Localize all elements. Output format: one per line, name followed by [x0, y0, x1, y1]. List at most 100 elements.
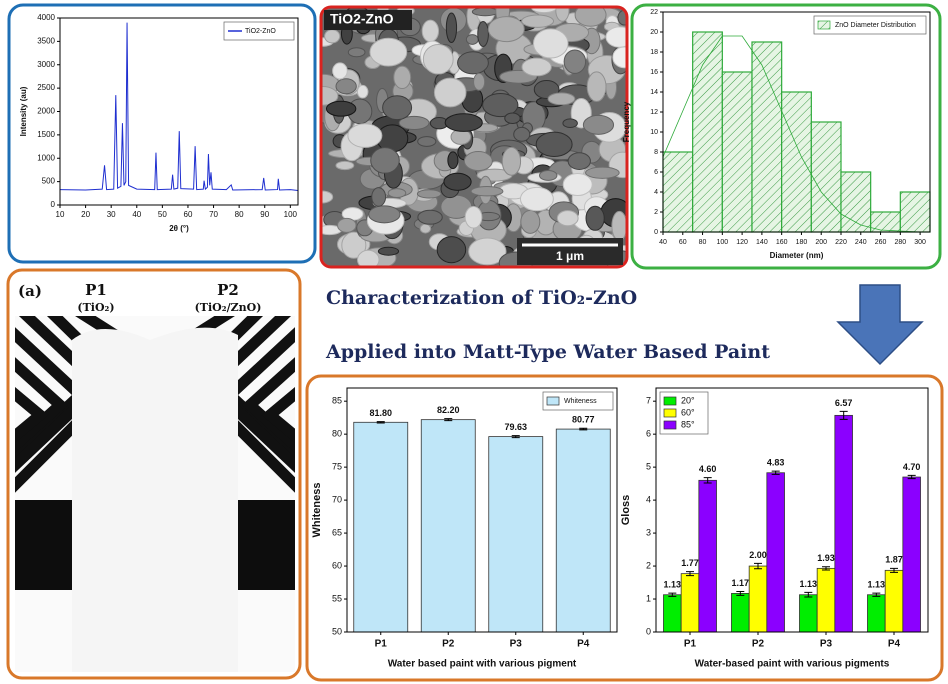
grain [586, 71, 607, 102]
scale-bar-label: 1 μm [556, 249, 584, 263]
legend-box [542, 391, 614, 411]
histogram-bar [781, 91, 812, 233]
grain [393, 65, 412, 90]
chevron [261, 387, 295, 443]
x-axis-label: 2θ (°) [169, 224, 189, 233]
x-axis-label: Diameter (nm) [770, 251, 824, 260]
sem-frame [319, 5, 629, 269]
grain [556, 210, 579, 227]
y-tick-label: 0 [51, 200, 56, 209]
y-tick-label: 6 [646, 429, 651, 439]
error-bar [839, 410, 848, 420]
grain [555, 8, 570, 22]
error-bar [579, 427, 588, 431]
grain [519, 186, 554, 212]
error-bar [907, 474, 916, 480]
histogram-bar [840, 171, 872, 233]
y-tick-label: 2000 [37, 107, 55, 116]
grain [468, 237, 507, 266]
x-tick-label: 60 [679, 239, 687, 246]
fit-curve [662, 35, 921, 233]
grain [419, 223, 432, 234]
grain [482, 92, 519, 118]
x-tick-label: 300 [914, 239, 926, 246]
grain [520, 209, 541, 234]
grain [387, 188, 407, 199]
histogram-bar [899, 191, 931, 233]
y-tick-label: 1 [646, 593, 651, 603]
y-tick-label: 85 [332, 396, 342, 406]
bar [834, 414, 853, 633]
grain [562, 118, 578, 129]
y-tick-label: 16 [650, 69, 658, 76]
bar [680, 573, 700, 633]
grain [521, 14, 555, 28]
x-tick-label: 240 [855, 239, 867, 246]
grain [465, 34, 479, 45]
grain [532, 28, 569, 59]
bar [488, 436, 544, 633]
grain [356, 84, 369, 99]
y-tick-label: 3500 [37, 36, 55, 45]
bar [766, 472, 785, 633]
bar [420, 419, 476, 633]
histogram-bar [721, 71, 753, 233]
y-tick-label: 55 [332, 593, 342, 603]
legend-swatch [663, 408, 677, 418]
grain [371, 187, 387, 207]
grain [445, 12, 458, 44]
y-tick-label: 22 [650, 9, 658, 16]
error-bar [703, 477, 712, 484]
error-bar [804, 591, 813, 598]
y-tick-label: 2500 [37, 83, 55, 92]
plot-frame [59, 17, 299, 206]
y-tick-label: 500 [42, 177, 56, 186]
y-tick-label: 4 [646, 494, 651, 504]
x-tick-label: 260 [875, 239, 887, 246]
grain [370, 147, 400, 174]
grain [433, 77, 467, 108]
x-tick-label: P3 [820, 639, 833, 650]
value-label: 1.13 [868, 579, 886, 589]
y-tick-label: 14 [650, 89, 658, 96]
y-tick-label: 5 [646, 462, 651, 472]
grain [356, 249, 380, 266]
y-tick-label: 7 [646, 396, 651, 406]
y-tick-label: 6 [654, 169, 658, 176]
value-label: 1.13 [800, 579, 818, 589]
error-bar [376, 421, 385, 424]
sample-name: P1 [85, 281, 107, 299]
grain [513, 126, 531, 142]
bar [816, 567, 836, 633]
bar [748, 565, 768, 633]
x-tick-label: 70 [209, 210, 218, 219]
grain [324, 29, 341, 44]
y-tick-label: 18 [650, 49, 658, 56]
y-axis-label: Frequency [622, 101, 631, 142]
y-tick-label: 20 [650, 29, 658, 36]
error-bar [872, 592, 881, 597]
x-tick-label: 220 [835, 239, 847, 246]
grain [464, 206, 483, 229]
error-bar [890, 567, 898, 573]
y-tick-label: 60 [332, 560, 342, 570]
value-label: 79.63 [504, 422, 527, 432]
plot-frame [346, 387, 618, 633]
y-tick-label: 10 [650, 129, 658, 136]
bar [902, 476, 921, 633]
bar [555, 428, 611, 633]
x-tick-label: 90 [260, 210, 269, 219]
error-bar [771, 470, 780, 475]
error-bar [668, 592, 677, 597]
y-tick-label: 0 [646, 626, 651, 636]
grain [398, 115, 430, 130]
grain [325, 100, 357, 117]
x-tick-label: 140 [756, 239, 768, 246]
histogram-bar [751, 41, 783, 233]
y-axis-label: Intensity (au) [19, 86, 28, 136]
sem-label: TiO2-ZnO [330, 11, 394, 27]
error-bar [754, 562, 762, 570]
x-tick-label: P2 [442, 639, 455, 650]
sample-pigment: (TiO₂/ZnO) [195, 301, 262, 314]
y-tick-label: 12 [650, 109, 658, 116]
